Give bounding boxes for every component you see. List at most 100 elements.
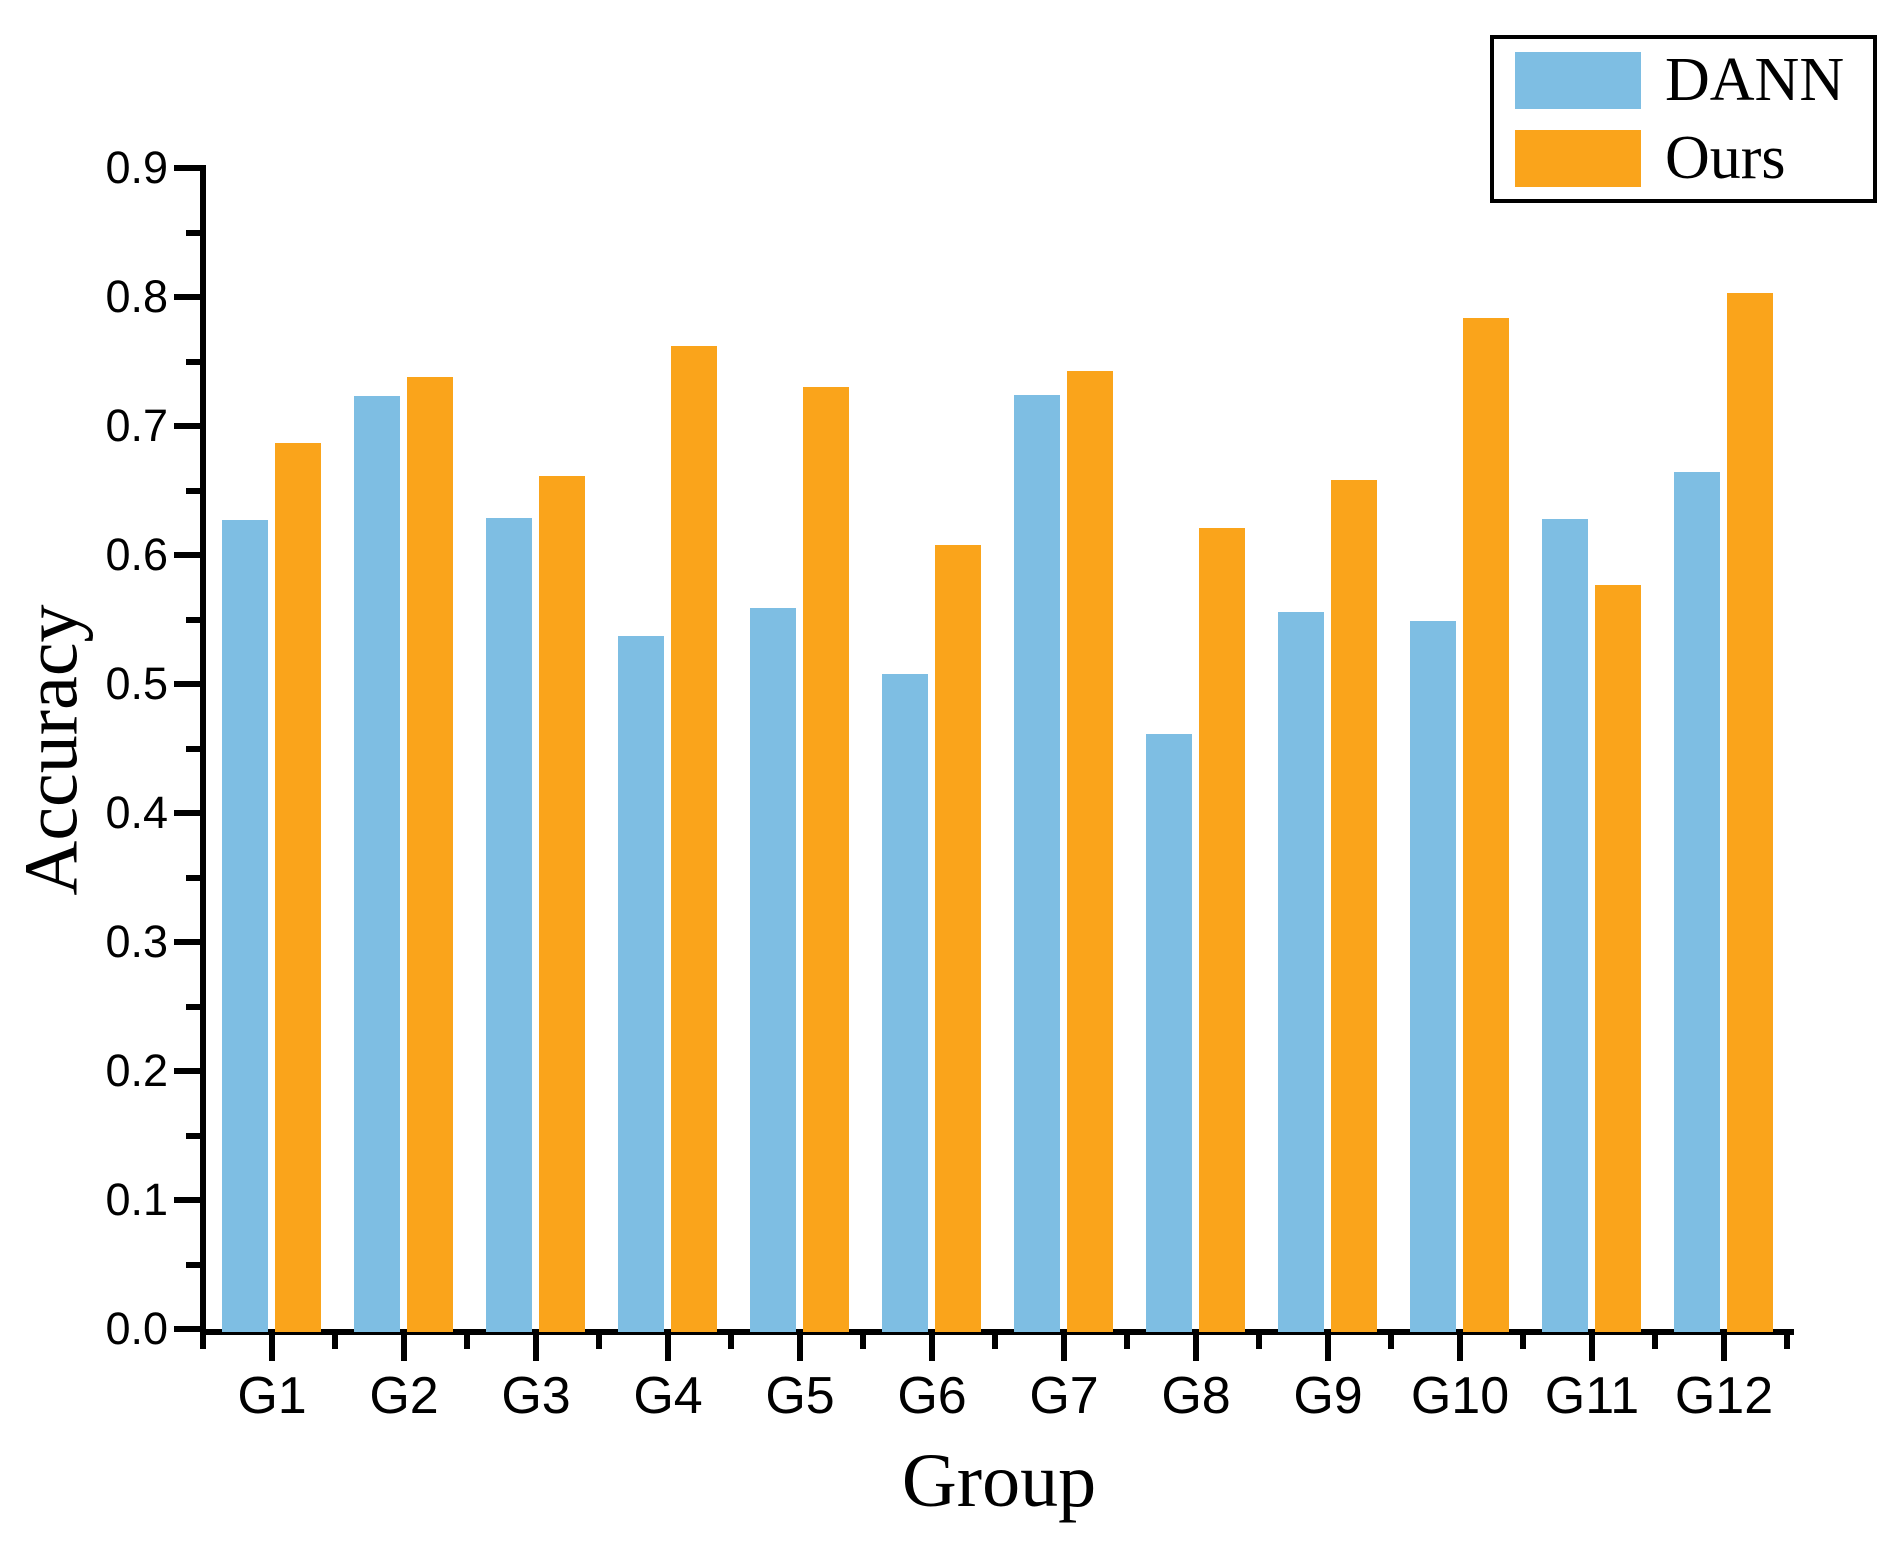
x-major-tick	[533, 1335, 539, 1361]
bar-g11-ours	[1595, 584, 1641, 1332]
bar-g8-ours	[1199, 527, 1245, 1332]
x-major-tick	[1061, 1335, 1067, 1361]
x-tick-label: G2	[369, 1367, 439, 1425]
x-major-tick	[401, 1335, 407, 1361]
y-major-tick	[174, 423, 200, 429]
legend-label-dann: DANN	[1665, 46, 1845, 114]
legend-swatch-dann	[1515, 51, 1641, 109]
x-major-tick	[1589, 1335, 1595, 1361]
y-minor-tick	[186, 229, 200, 236]
x-major-tick	[1325, 1335, 1331, 1361]
y-tick-label: 0.2	[105, 1045, 168, 1096]
x-minor-tick	[728, 1335, 734, 1349]
bar-g7-dann	[1014, 395, 1060, 1332]
x-minor-tick	[332, 1335, 338, 1349]
bar-g10-dann	[1410, 620, 1456, 1332]
bar-g12-dann	[1674, 472, 1720, 1332]
y-major-tick	[174, 681, 200, 687]
x-minor-tick	[1520, 1335, 1526, 1349]
y-tick-label: 0.1	[105, 1174, 168, 1225]
y-minor-tick	[186, 616, 200, 623]
bar-g1-ours	[275, 442, 321, 1332]
x-minor-tick	[992, 1335, 998, 1349]
x-tick-label: G9	[1293, 1367, 1363, 1425]
bar-g3-ours	[539, 476, 585, 1332]
y-tick-label: 0.3	[105, 916, 168, 967]
x-major-tick	[929, 1335, 935, 1361]
y-minor-tick	[186, 874, 200, 881]
y-minor-tick	[186, 358, 200, 365]
y-minor-tick	[186, 1003, 200, 1010]
bar-g11-dann	[1542, 518, 1588, 1332]
x-minor-tick	[1256, 1335, 1262, 1349]
x-major-tick	[269, 1335, 275, 1361]
bar-g8-dann	[1146, 734, 1192, 1332]
y-major-tick	[174, 294, 200, 300]
x-minor-tick	[596, 1335, 602, 1349]
bar-g5-dann	[750, 607, 796, 1332]
bar-g2-ours	[407, 376, 453, 1332]
x-tick-label: G4	[633, 1367, 703, 1425]
x-axis-title: Group	[901, 1439, 1097, 1523]
bar-g6-ours	[935, 544, 981, 1332]
bar-g9-ours	[1331, 480, 1377, 1332]
bar-g1-dann	[222, 520, 268, 1332]
y-minor-tick	[186, 1132, 200, 1139]
x-minor-tick	[1652, 1335, 1658, 1349]
x-minor-tick	[1784, 1335, 1790, 1349]
bar-g3-dann	[486, 517, 532, 1332]
legend: DANN Ours	[1490, 35, 1877, 203]
x-tick-label: G12	[1674, 1367, 1774, 1425]
y-major-tick	[174, 939, 200, 945]
x-tick-label: G8	[1161, 1367, 1231, 1425]
x-minor-tick	[464, 1335, 470, 1349]
x-minor-tick	[1388, 1335, 1394, 1349]
y-axis-line	[200, 165, 206, 1335]
x-tick-label: G11	[1544, 1367, 1640, 1425]
bar-g5-ours	[803, 387, 849, 1332]
legend-item: Ours	[1515, 127, 1873, 189]
x-tick-label: G7	[1029, 1367, 1099, 1425]
y-tick-label: 0.0	[105, 1303, 168, 1354]
y-major-tick	[174, 552, 200, 558]
y-tick-label: 0.8	[105, 271, 168, 322]
y-tick-label: 0.4	[105, 787, 168, 838]
y-tick-label: 0.5	[105, 658, 168, 709]
y-minor-tick	[186, 1261, 200, 1268]
legend-swatch-ours	[1515, 129, 1641, 187]
x-major-tick	[1193, 1335, 1199, 1361]
legend-item: DANN	[1515, 49, 1873, 111]
y-tick-label: 0.9	[105, 142, 168, 193]
bar-g4-ours	[671, 346, 717, 1332]
y-major-tick	[174, 1197, 200, 1203]
x-minor-tick	[860, 1335, 866, 1349]
x-tick-label: G6	[897, 1367, 967, 1425]
y-major-tick	[174, 1068, 200, 1074]
y-tick-label: 0.7	[105, 400, 168, 451]
y-minor-tick	[186, 487, 200, 494]
x-tick-label: G1	[237, 1367, 307, 1425]
bar-g10-ours	[1463, 317, 1509, 1332]
x-major-tick	[665, 1335, 671, 1361]
x-tick-label: G10	[1410, 1367, 1510, 1425]
x-major-tick	[1721, 1335, 1727, 1361]
y-major-tick	[174, 165, 200, 171]
bar-g2-dann	[354, 396, 400, 1332]
x-major-tick	[797, 1335, 803, 1361]
bar-g7-ours	[1067, 370, 1113, 1332]
x-tick-label: G5	[765, 1367, 835, 1425]
y-axis-title: Accuracy	[9, 604, 94, 896]
bar-g4-dann	[618, 636, 664, 1332]
x-minor-tick	[1124, 1335, 1130, 1349]
bar-g12-ours	[1727, 293, 1773, 1332]
y-tick-label: 0.6	[105, 529, 168, 580]
y-major-tick	[174, 1326, 200, 1332]
x-tick-label: G3	[501, 1367, 571, 1425]
y-major-tick	[174, 810, 200, 816]
x-axis-line	[200, 1329, 1794, 1335]
x-minor-tick	[200, 1335, 206, 1349]
bar-g6-dann	[882, 673, 928, 1332]
y-minor-tick	[186, 745, 200, 752]
x-major-tick	[1457, 1335, 1463, 1361]
